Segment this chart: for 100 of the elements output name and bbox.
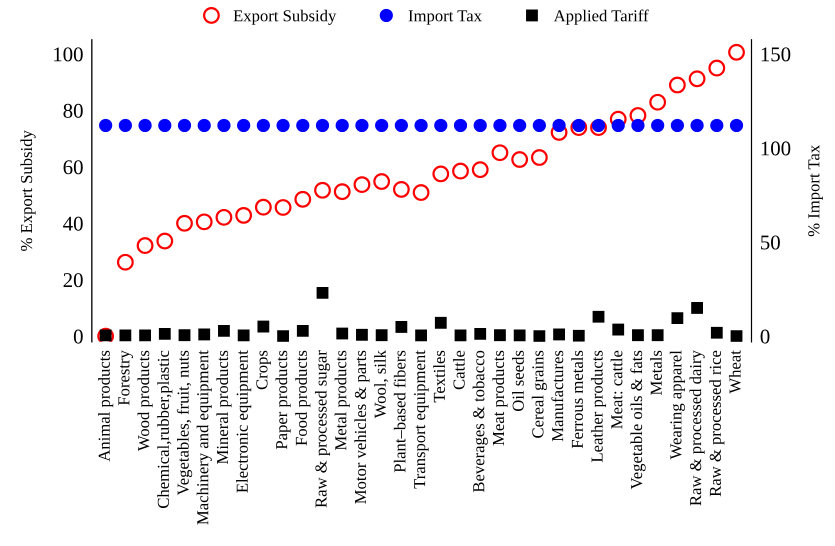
x-tick-label: Wool, silk (374, 350, 388, 418)
point (216, 208, 232, 226)
point (392, 181, 410, 198)
point (334, 183, 351, 200)
y2-tick-label: 50 (761, 235, 780, 250)
point (592, 118, 606, 132)
point (570, 119, 588, 136)
point (492, 144, 508, 162)
point (238, 329, 250, 342)
point (532, 118, 546, 132)
x-tick-label: Paper products (276, 350, 291, 450)
point (553, 328, 565, 340)
x-tick-label: Cattle (452, 350, 465, 390)
x-tick-label: Wheat (728, 350, 741, 394)
point (612, 118, 625, 132)
x-tick-label: Meat products (492, 350, 508, 446)
x-tick-label: Crops (256, 350, 271, 390)
point (139, 329, 151, 342)
point (632, 329, 644, 342)
point (237, 118, 250, 132)
point (158, 328, 171, 340)
x-tick-label: Leather products (590, 350, 606, 462)
point (138, 118, 152, 132)
y-tick-label: 40 (63, 216, 83, 231)
point (376, 329, 388, 342)
point (592, 310, 604, 323)
point (533, 330, 546, 342)
point (511, 151, 528, 168)
x-tick-label: Wood products (138, 350, 153, 452)
x-tick-label: Transport equipment (414, 350, 429, 489)
point (414, 118, 428, 132)
x-tick-label: Meat: cattle (610, 350, 622, 429)
point (314, 182, 331, 199)
x-tick-label: Metal products (334, 350, 350, 450)
point (730, 330, 742, 342)
x-tick-label: Chemical,rubber,plastic (157, 350, 172, 508)
point (375, 118, 388, 132)
point (630, 107, 646, 124)
y-axis-title: % Export Subsidy (20, 130, 36, 251)
y2-axis-title: % Import Tax (808, 145, 823, 236)
x-tick-label: Cereal grains (532, 350, 547, 438)
point (235, 206, 252, 224)
x-tick-label: Vegetable oils & fats (630, 350, 646, 490)
point (513, 118, 526, 132)
point (198, 118, 211, 132)
x-tick-label: Raw & processed sugar (314, 350, 330, 508)
point (730, 118, 744, 132)
x-tick-label: Plant–based fibers (394, 350, 406, 472)
x-tick-label: Ferrous metals (571, 350, 583, 448)
point (452, 162, 469, 180)
point (474, 328, 486, 340)
point (412, 184, 430, 201)
point (198, 328, 210, 340)
x-tick-label: Machinery and equipment (196, 350, 212, 525)
point (652, 329, 664, 342)
point (294, 190, 312, 208)
point (710, 118, 724, 132)
point (373, 173, 390, 190)
point (354, 176, 370, 194)
legend-label: Export Subsidy (234, 10, 336, 25)
point (631, 118, 645, 132)
point (296, 118, 310, 132)
point (612, 324, 624, 336)
point (572, 330, 585, 342)
x-tick-label: Textiles (433, 350, 445, 402)
x-tick-label: Oil seeds (512, 350, 524, 412)
y-tick-label: 60 (64, 160, 83, 174)
point (196, 213, 213, 230)
x-tick-label: Raw & processed rice (709, 350, 724, 496)
point (651, 118, 664, 132)
point (116, 254, 134, 271)
point (434, 316, 447, 329)
x-tick-label: Metals (650, 350, 662, 396)
point (277, 330, 289, 342)
point (494, 329, 506, 342)
point (118, 118, 132, 132)
point (671, 312, 684, 324)
point (690, 118, 704, 132)
point (708, 60, 726, 76)
point (530, 149, 548, 166)
point (276, 118, 290, 132)
point (415, 329, 427, 342)
point (691, 302, 703, 314)
x-tick-label: Forestry (118, 350, 133, 406)
y2-tick-label: 150 (762, 47, 790, 62)
x-tick-label: Manufactures (551, 350, 564, 442)
point (454, 329, 466, 342)
point (218, 324, 230, 337)
point (316, 286, 328, 299)
y2-tick-label: 100 (762, 141, 790, 156)
point (356, 328, 368, 341)
x-tick-label: Vegetables, fruit, nuts (176, 350, 192, 496)
x-tick-label: Raw & processed dairy (690, 350, 705, 506)
point (649, 94, 666, 111)
x-tick-label: Wearing apparel (670, 350, 685, 460)
point (670, 118, 684, 132)
point (432, 165, 450, 182)
point (274, 199, 292, 216)
point (158, 118, 172, 132)
point (710, 326, 723, 339)
